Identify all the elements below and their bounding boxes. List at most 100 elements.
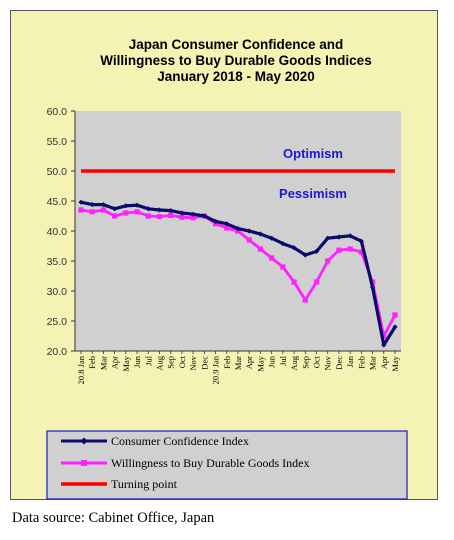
legend-item: Consumer Confidence Index bbox=[61, 434, 249, 448]
x-tick-label: Aug bbox=[155, 355, 165, 370]
legend-label: Willingness to Buy Durable Goods Index bbox=[111, 456, 310, 470]
x-tick-label: Apr bbox=[379, 356, 389, 369]
data-point bbox=[78, 199, 84, 205]
data-point bbox=[78, 207, 84, 213]
data-point bbox=[257, 246, 264, 252]
data-point bbox=[302, 297, 308, 303]
annotation-pessimism: Pessimism bbox=[279, 186, 347, 201]
x-tick-label: Mar bbox=[233, 356, 243, 370]
data-point bbox=[246, 228, 252, 234]
chart-svg: Japan Consumer Confidence and Willingnes… bbox=[46, 37, 408, 500]
y-axis: 20.0 25.0 30.0 35.0 40.0 45.0 50.0 55.0 60.0 bbox=[47, 106, 76, 358]
y-tick-label: 45.0 bbox=[47, 196, 68, 208]
data-point bbox=[224, 225, 230, 231]
y-tick-label: 55.0 bbox=[47, 136, 68, 148]
data-point bbox=[313, 279, 320, 285]
x-tick-label: Apr bbox=[244, 356, 254, 369]
legend-item: Turning point bbox=[61, 477, 178, 491]
data-point bbox=[336, 247, 342, 253]
x-tick-label: Jul bbox=[278, 355, 288, 366]
annotation-optimism: Optimism bbox=[283, 146, 343, 161]
series-0 bbox=[78, 199, 398, 348]
data-point bbox=[112, 213, 118, 219]
data-point bbox=[201, 213, 207, 219]
x-tick-label: Dec bbox=[199, 356, 209, 370]
legend-item: Willingness to Buy Durable Goods Index bbox=[61, 456, 310, 470]
data-point bbox=[190, 211, 196, 217]
data-point bbox=[347, 246, 353, 252]
x-tick-label: May bbox=[255, 355, 265, 371]
data-point bbox=[123, 210, 129, 216]
x-tick-label: Feb bbox=[356, 356, 366, 369]
chart-title-line-2: Willingness to Buy Durable Goods Indices bbox=[100, 53, 371, 68]
data-point bbox=[168, 212, 174, 218]
legend-marker bbox=[81, 460, 87, 466]
data-point bbox=[269, 235, 275, 241]
data-point bbox=[325, 258, 331, 264]
data-point bbox=[369, 284, 376, 290]
data-point bbox=[347, 233, 353, 239]
data-point bbox=[100, 207, 107, 213]
x-tick-label: Aug bbox=[289, 355, 299, 370]
data-point bbox=[280, 264, 286, 270]
x-tick-label: Feb bbox=[87, 356, 97, 369]
data-point bbox=[134, 202, 140, 208]
y-tick-label: 20.0 bbox=[47, 346, 68, 358]
legend-label: Consumer Confidence Index bbox=[111, 434, 249, 448]
x-tick-label: Apr bbox=[110, 356, 120, 369]
data-point bbox=[381, 333, 387, 339]
data-point bbox=[156, 214, 163, 220]
data-point bbox=[168, 208, 174, 214]
legend-items: Consumer Confidence Index Willingness to … bbox=[61, 434, 310, 491]
data-point bbox=[190, 215, 196, 221]
y-tick-label: 50.0 bbox=[47, 166, 68, 178]
data-point bbox=[358, 238, 364, 244]
chart-title-line-3: January 2018 - May 2020 bbox=[157, 69, 315, 84]
x-tick-label: Mar bbox=[98, 356, 108, 370]
data-point bbox=[291, 279, 297, 285]
data-point bbox=[89, 202, 95, 208]
chart-title-line-1: Japan Consumer Confidence and bbox=[129, 37, 344, 52]
x-tick-label: May bbox=[121, 355, 131, 371]
data-point bbox=[269, 255, 275, 261]
data-point bbox=[291, 245, 297, 251]
x-tick-label: Mar bbox=[368, 356, 378, 370]
x-tick-label: Jan bbox=[345, 355, 355, 367]
data-point bbox=[325, 235, 331, 241]
data-point bbox=[89, 209, 95, 215]
data-point bbox=[336, 234, 342, 240]
y-tick-label: 40.0 bbox=[47, 226, 68, 238]
x-tick-label: 20.8 Jan bbox=[76, 355, 86, 384]
y-tick-label: 30.0 bbox=[47, 286, 68, 298]
x-tick-label: 20.9 Jan bbox=[211, 355, 221, 384]
x-axis: 20.8 Jan Feb Mar Apr May Jun Jul Aug Sep Oct Nov De… bbox=[75, 350, 401, 384]
series-layer bbox=[78, 169, 398, 348]
x-tick-label: Nov bbox=[323, 355, 333, 370]
x-tick-label: Sep bbox=[166, 356, 176, 369]
data-point bbox=[246, 237, 252, 243]
data-point bbox=[134, 209, 140, 215]
data-point bbox=[179, 214, 185, 220]
data-point bbox=[156, 207, 163, 213]
legend-label: Turning point bbox=[111, 477, 178, 491]
data-point bbox=[145, 213, 151, 219]
data-point bbox=[392, 312, 398, 318]
x-tick-label: May bbox=[390, 355, 400, 371]
legend-marker bbox=[80, 437, 88, 445]
data-point bbox=[145, 206, 151, 212]
x-tick-label: Sep bbox=[300, 356, 310, 369]
data-point bbox=[358, 249, 364, 255]
data-point bbox=[280, 241, 286, 247]
x-tick-label: Nov bbox=[188, 355, 198, 370]
x-tick-label: Feb bbox=[222, 356, 232, 369]
data-point bbox=[179, 210, 185, 216]
legend: Consumer Confidence Index Willingness to … bbox=[46, 430, 408, 500]
data-point bbox=[100, 202, 107, 208]
x-tick-label: Dec bbox=[334, 356, 344, 370]
source-note: Data source: Cabinet Office, Japan bbox=[12, 510, 215, 526]
data-point bbox=[112, 206, 118, 212]
chart-title: Japan Consumer Confidence and Willingnes… bbox=[100, 37, 371, 84]
data-point bbox=[302, 252, 308, 258]
x-tick-label: Jun bbox=[132, 355, 142, 368]
data-point bbox=[123, 203, 129, 209]
